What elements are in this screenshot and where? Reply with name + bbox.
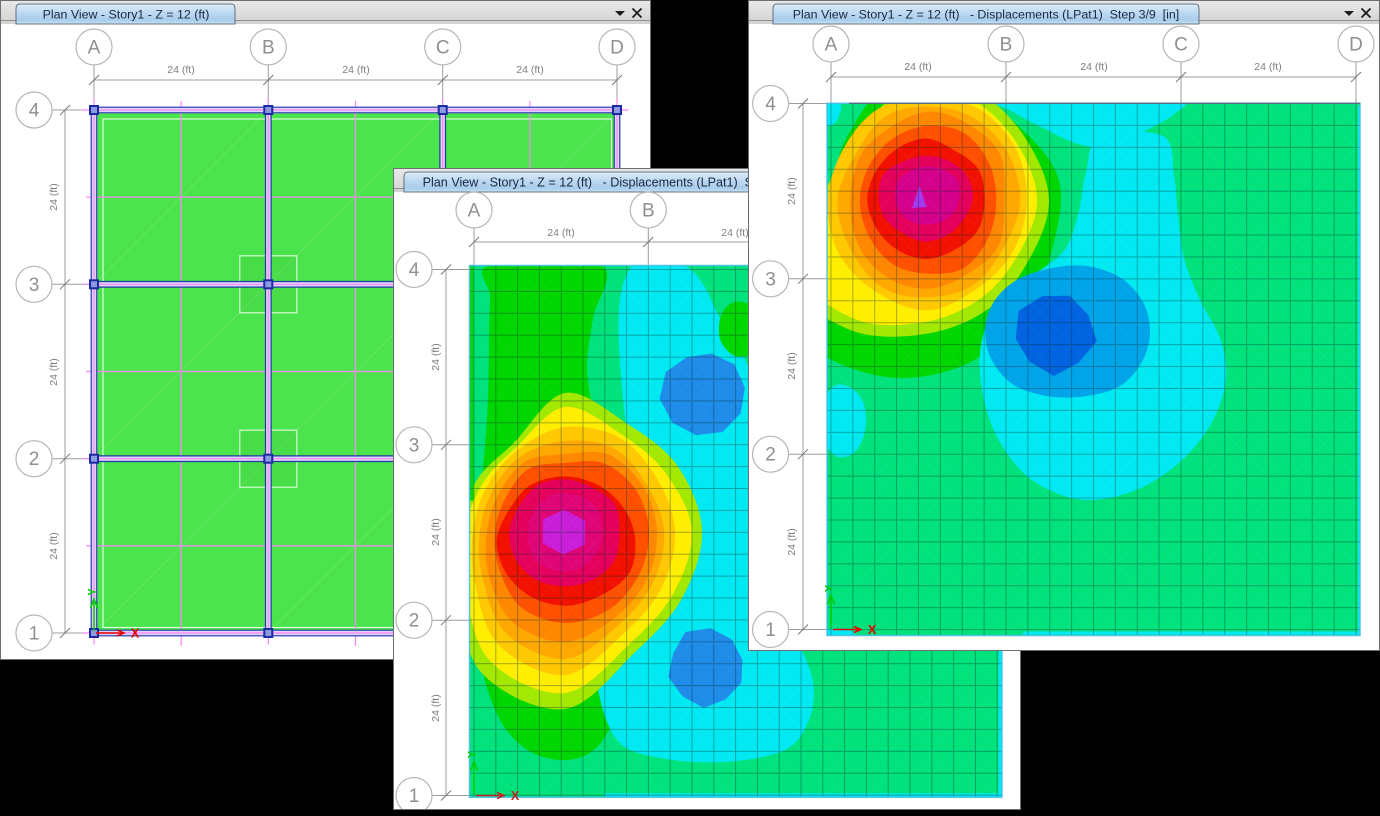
svg-text:X: X — [868, 623, 877, 637]
svg-text:24 (ft): 24 (ft) — [721, 227, 748, 239]
svg-text:24 (ft): 24 (ft) — [48, 183, 60, 210]
svg-text:24 (ft): 24 (ft) — [547, 227, 574, 239]
svg-text:4: 4 — [765, 94, 776, 115]
svg-text:24 (ft): 24 (ft) — [48, 358, 60, 385]
svg-text:Plan View - Story1 - Z = 12 (f: Plan View - Story1 - Z = 12 (ft) — [43, 7, 210, 21]
svg-text:4: 4 — [29, 101, 40, 122]
svg-text:24 (ft): 24 (ft) — [342, 64, 369, 76]
svg-text:24 (ft): 24 (ft) — [430, 343, 442, 370]
svg-text:24 (ft): 24 (ft) — [48, 532, 60, 559]
svg-text:1: 1 — [765, 620, 776, 641]
svg-text:4: 4 — [409, 260, 420, 281]
svg-text:Plan View - Story1 - Z = 12 (f: Plan View - Story1 - Z = 12 (ft) - Displ… — [793, 7, 1179, 21]
svg-text:24 (ft): 24 (ft) — [1254, 61, 1281, 73]
svg-text:A: A — [468, 201, 481, 222]
svg-text:C: C — [1174, 35, 1188, 56]
svg-text:B: B — [642, 201, 655, 222]
svg-text:D: D — [610, 38, 624, 59]
svg-text:2: 2 — [29, 449, 40, 470]
svg-text:X: X — [511, 789, 520, 803]
svg-text:24 (ft): 24 (ft) — [1080, 61, 1107, 73]
svg-text:24 (ft): 24 (ft) — [786, 177, 798, 204]
svg-text:1: 1 — [29, 624, 40, 645]
svg-text:B: B — [262, 38, 275, 59]
svg-text:Plan View - Story1 - Z = 12 (f: Plan View - Story1 - Z = 12 (ft) - Displ… — [423, 175, 816, 189]
svg-text:24 (ft): 24 (ft) — [516, 64, 543, 76]
svg-text:Y: Y — [87, 588, 99, 596]
svg-text:2: 2 — [765, 445, 776, 466]
svg-text:24 (ft): 24 (ft) — [904, 61, 931, 73]
svg-text:C: C — [436, 38, 450, 59]
svg-text:24 (ft): 24 (ft) — [786, 352, 798, 379]
svg-text:24 (ft): 24 (ft) — [786, 528, 798, 555]
svg-text:24 (ft): 24 (ft) — [167, 64, 194, 76]
svg-text:3: 3 — [409, 435, 420, 456]
svg-text:3: 3 — [29, 275, 40, 296]
svg-text:Y: Y — [467, 750, 479, 758]
svg-text:A: A — [88, 38, 101, 59]
svg-text:D: D — [1349, 35, 1363, 56]
svg-text:2: 2 — [409, 611, 420, 632]
svg-text:24 (ft): 24 (ft) — [430, 694, 442, 721]
svg-text:X: X — [131, 627, 140, 641]
svg-text:A: A — [825, 35, 838, 56]
svg-text:B: B — [1000, 35, 1013, 56]
svg-text:3: 3 — [765, 269, 776, 290]
svg-text:Y: Y — [824, 584, 836, 592]
svg-text:24 (ft): 24 (ft) — [430, 518, 442, 545]
svg-text:1: 1 — [409, 786, 420, 807]
